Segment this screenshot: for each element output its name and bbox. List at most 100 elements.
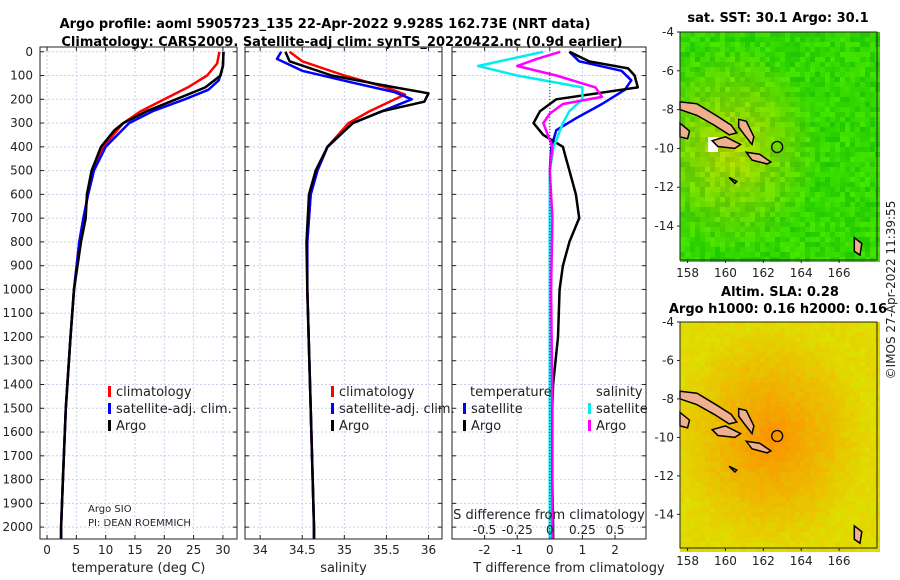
map-cell	[765, 92, 770, 97]
map-cell	[840, 122, 845, 127]
map-cell	[785, 512, 790, 517]
map-cell	[785, 242, 790, 247]
map-cell	[785, 452, 790, 457]
map-cell	[795, 382, 800, 387]
map-cell	[835, 407, 840, 412]
map-cell	[765, 142, 770, 147]
map-cell	[680, 222, 685, 227]
map-cell	[695, 77, 700, 82]
map-cell	[850, 357, 855, 362]
map-cell	[680, 52, 685, 57]
map-cell	[820, 407, 825, 412]
map-cell	[700, 242, 705, 247]
map-cell	[785, 547, 790, 552]
map-cell	[775, 212, 780, 217]
map-cell	[785, 332, 790, 337]
map-cell	[695, 327, 700, 332]
map-cell	[690, 452, 695, 457]
map-cell	[765, 102, 770, 107]
map-y-tick-label: -10	[654, 141, 674, 155]
map-cell	[765, 117, 770, 122]
map-cell	[700, 322, 705, 327]
map-cell	[725, 357, 730, 362]
map-cell	[870, 532, 875, 537]
map-cell	[750, 342, 755, 347]
map-cell	[770, 532, 775, 537]
map-cell	[730, 542, 735, 547]
map-cell	[770, 132, 775, 137]
map-cell	[820, 42, 825, 47]
map-cell	[865, 362, 870, 367]
map-cell	[805, 162, 810, 167]
map-cell	[690, 352, 695, 357]
map-cell	[710, 72, 715, 77]
map-cell	[690, 422, 695, 427]
map-cell	[855, 127, 860, 132]
map-cell	[785, 207, 790, 212]
map-cell	[710, 432, 715, 437]
map-cell	[690, 177, 695, 182]
map-cell	[840, 492, 845, 497]
map-cell	[865, 342, 870, 347]
map-cell	[820, 422, 825, 427]
map-cell	[685, 237, 690, 242]
map-x-tick-label: 158	[676, 266, 699, 280]
map-cell	[785, 122, 790, 127]
map-cell	[865, 197, 870, 202]
map-cell	[800, 157, 805, 162]
map-cell	[755, 422, 760, 427]
map-cell	[755, 47, 760, 52]
map-cell	[860, 207, 865, 212]
map-cell	[860, 517, 865, 522]
map-cell	[820, 492, 825, 497]
land-island	[679, 101, 739, 136]
map-cell	[870, 197, 875, 202]
map-sst_map	[677, 31, 880, 263]
map-cell	[795, 352, 800, 357]
map-cell	[720, 72, 725, 77]
map-cell	[800, 477, 805, 482]
map-cell	[710, 217, 715, 222]
map-cell	[840, 142, 845, 147]
map-cell	[820, 322, 825, 327]
map-cell	[810, 447, 815, 452]
map-cell	[820, 402, 825, 407]
map-cell	[685, 147, 690, 152]
map-cell	[790, 322, 795, 327]
map-cell	[790, 492, 795, 497]
map-cell	[685, 477, 690, 482]
map-cell	[845, 222, 850, 227]
map-cell	[690, 72, 695, 77]
map-cell	[680, 402, 685, 407]
map-cell	[795, 132, 800, 137]
map-cell	[710, 192, 715, 197]
map-cell	[720, 207, 725, 212]
map-cell	[840, 127, 845, 132]
map-cell	[730, 512, 735, 517]
map-cell	[815, 187, 820, 192]
map-cell	[825, 217, 830, 222]
map-cell	[835, 517, 840, 522]
map-cell	[805, 192, 810, 197]
map-cell	[785, 132, 790, 137]
map-cell	[830, 122, 835, 127]
map-x-tick-label: 166	[828, 554, 851, 568]
map-cell	[715, 477, 720, 482]
map-cell	[800, 197, 805, 202]
map-cell	[785, 477, 790, 482]
map-cell	[735, 377, 740, 382]
map-cell	[870, 147, 875, 152]
map-cell	[685, 442, 690, 447]
map-cell	[725, 322, 730, 327]
map-cell	[745, 392, 750, 397]
map-cell	[870, 137, 875, 142]
map-cell	[835, 442, 840, 447]
map-cell	[815, 72, 820, 77]
map-cell	[800, 247, 805, 252]
legend-label: satellite	[596, 402, 648, 417]
map-cell	[765, 367, 770, 372]
panel-salinity	[244, 46, 443, 540]
map-cell	[830, 537, 835, 542]
map-cell	[840, 322, 845, 327]
y-tick-label: 1100	[2, 306, 33, 320]
